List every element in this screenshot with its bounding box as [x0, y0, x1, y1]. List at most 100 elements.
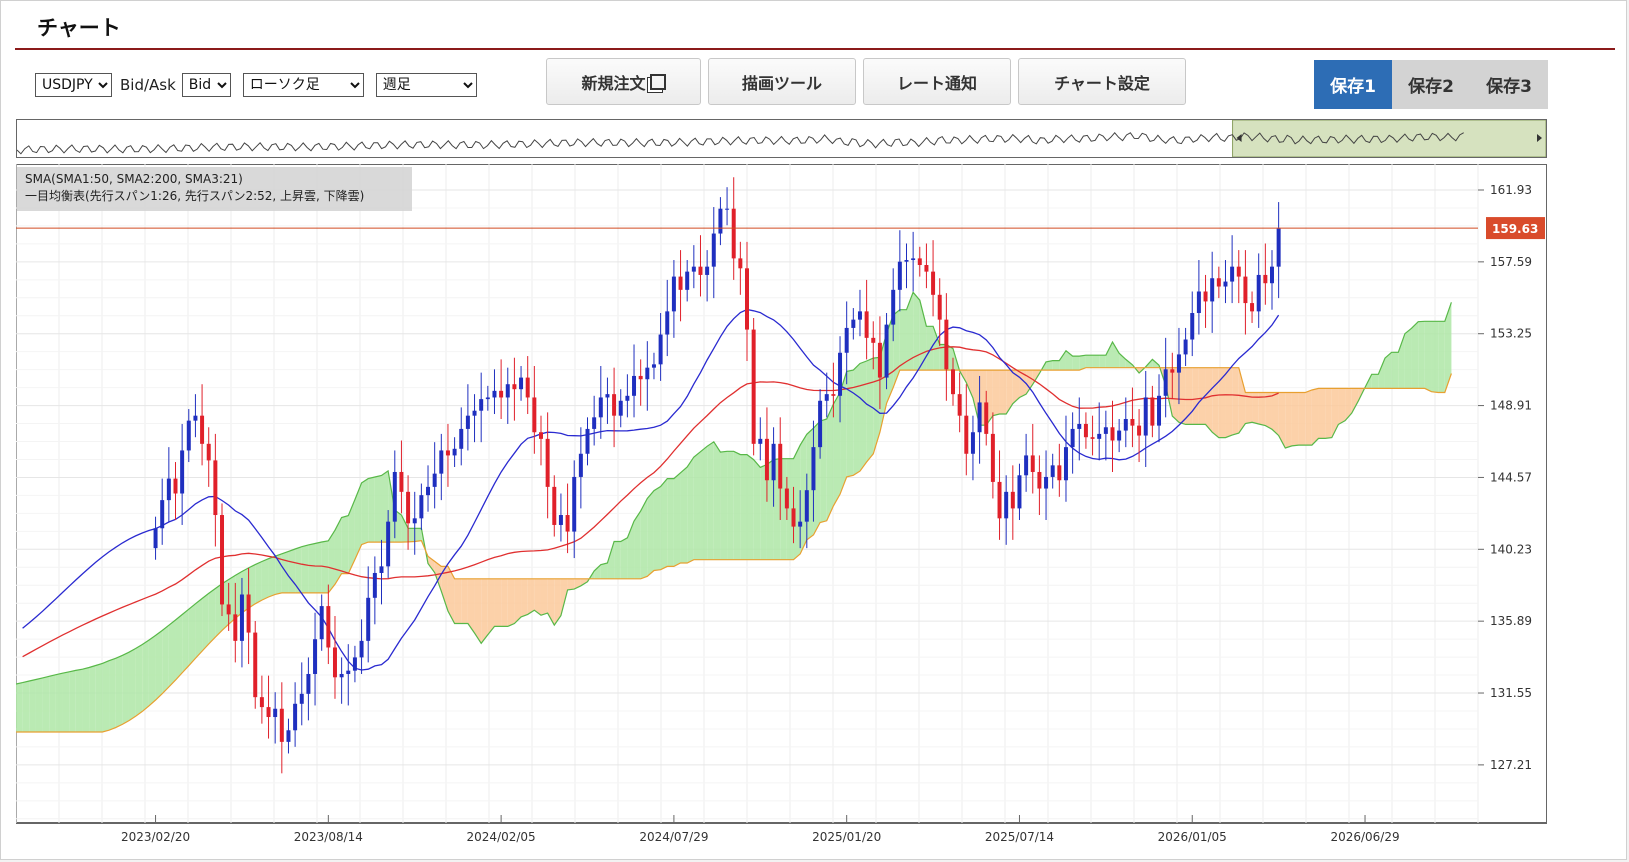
candle-body — [226, 604, 231, 615]
rate-alert-button[interactable]: レート通知 — [863, 58, 1011, 105]
candle-body — [505, 384, 510, 398]
candle-body — [824, 394, 829, 401]
candle-body — [279, 708, 284, 742]
ichimoku-cloud-up — [707, 441, 714, 560]
ichimoku-cloud-up — [859, 361, 867, 472]
y-tick-label: 144.57 — [1490, 470, 1532, 484]
candle-body — [1070, 428, 1075, 448]
bidask-select[interactable]: Bid — [181, 73, 231, 97]
ichimoku-cloud-up — [368, 477, 375, 543]
ichimoku-cloud-down — [1298, 392, 1306, 446]
ichimoku-cloud-down — [1218, 367, 1226, 438]
new-window-icon — [649, 73, 666, 90]
draw-tools-button[interactable]: 描画ツール — [708, 58, 856, 105]
ichimoku-cloud-down — [540, 578, 548, 616]
candle-body — [1236, 266, 1241, 277]
y-tick-label: 161.93 — [1490, 183, 1532, 197]
candlestick-chart-svg: 161.93 157.59 153.25 148.91 144.57 140.23 135.… — [16, 164, 1547, 823]
navigator-left-handle-icon — [1236, 134, 1242, 142]
indicator-legend: SMA(SMA1:50, SMA2:200, SMA3:21) 一目均衡表(先行… — [17, 167, 412, 211]
ichimoku-cloud-up — [1039, 361, 1047, 374]
candle-body — [618, 400, 623, 416]
range-navigator[interactable] — [16, 119, 1547, 158]
candle-body — [359, 640, 364, 658]
timeframe-select[interactable]: 週足 — [375, 73, 477, 97]
ichimoku-span-b — [16, 367, 1452, 733]
candle-body — [764, 438, 769, 481]
currency-pair-select[interactable]: USDJPY — [35, 73, 112, 97]
ichimoku-cloud-up — [906, 292, 914, 371]
candle-body — [705, 266, 710, 275]
new-order-button[interactable]: 新規注文 — [546, 58, 701, 105]
chart-style-select[interactable]: ローソク足 — [242, 73, 364, 97]
candle-body — [332, 647, 337, 678]
ichimoku-cloud-down — [487, 578, 495, 635]
ichimoku-cloud-down — [1238, 367, 1246, 434]
ichimoku-cloud-up — [680, 467, 688, 564]
candle-body — [685, 271, 690, 290]
ichimoku-cloud-down — [521, 578, 528, 617]
candle-body — [731, 208, 736, 259]
ichimoku-cloud-down — [1318, 388, 1326, 439]
ichimoku-cloud-up — [348, 499, 355, 574]
candle-body — [1017, 475, 1022, 509]
ichimoku-cloud-down — [560, 578, 568, 616]
ichimoku-cloud-down — [501, 578, 508, 627]
ichimoku-cloud-up — [1065, 350, 1073, 371]
price-chart[interactable]: 161.93 157.59 153.25 148.91 144.57 140.23 135.… — [16, 164, 1547, 823]
ichimoku-cloud-up — [69, 670, 76, 732]
ichimoku-cloud-down — [1198, 367, 1206, 425]
candle-body — [1170, 369, 1175, 373]
candle-body — [671, 276, 676, 312]
candle-body — [1090, 437, 1095, 439]
candle-body — [1010, 491, 1015, 509]
ichimoku-cloud-up — [16, 682, 23, 732]
candle-body — [492, 390, 497, 398]
candle-body — [751, 329, 756, 444]
candle-body — [745, 268, 749, 330]
candle-body — [299, 693, 304, 704]
chart-settings-button[interactable]: チャート設定 — [1018, 58, 1186, 105]
candle-body — [558, 515, 563, 525]
ichimoku-cloud-up — [308, 543, 316, 593]
ichimoku-cloud-down — [1305, 390, 1312, 446]
candle-body — [1110, 427, 1115, 441]
ichimoku-cloud-up — [1444, 302, 1452, 393]
candle-body — [658, 334, 663, 365]
candle-body — [578, 453, 583, 477]
x-tick-label: 2023/02/20 — [121, 830, 190, 844]
candle-body — [931, 271, 936, 295]
save-slot-2-button[interactable]: 保存2 — [1392, 60, 1470, 109]
candle-body — [1137, 425, 1142, 436]
ichimoku-cloud-up — [95, 663, 103, 732]
ichimoku-cloud-down — [1132, 364, 1140, 374]
candle-body — [984, 402, 989, 434]
candle-body — [718, 208, 723, 234]
ichimoku-cloud-up — [115, 655, 123, 728]
ichimoku-cloud-up — [168, 620, 176, 688]
navigator-selection — [1232, 119, 1547, 158]
candle-body — [1250, 303, 1255, 312]
y-tick-label: 127.21 — [1490, 758, 1532, 772]
ichimoku-cloud-up — [202, 593, 209, 652]
ichimoku-cloud-up — [1085, 355, 1093, 368]
ichimoku-cloud-up — [1438, 321, 1445, 393]
candle-body — [612, 394, 617, 416]
candle-body — [479, 399, 484, 411]
save-slot-1-button[interactable]: 保存1 — [1314, 60, 1392, 109]
candle-body — [838, 352, 843, 396]
candle-body — [1037, 471, 1042, 489]
candle-body — [519, 377, 524, 390]
ichimoku-cloud-up — [1092, 355, 1100, 368]
ichimoku-cloud-up — [753, 459, 761, 560]
candle-body — [632, 375, 637, 396]
candle-body — [306, 673, 311, 694]
ichimoku-cloud-up — [75, 669, 83, 732]
x-tick-label: 2026/06/29 — [1330, 830, 1399, 844]
candle-body — [386, 521, 391, 567]
ichimoku-cloud-up — [693, 451, 701, 560]
candle-body — [884, 324, 889, 378]
candle-body — [153, 528, 158, 549]
candle-body — [951, 369, 956, 395]
save-slot-3-button[interactable]: 保存3 — [1470, 60, 1548, 109]
